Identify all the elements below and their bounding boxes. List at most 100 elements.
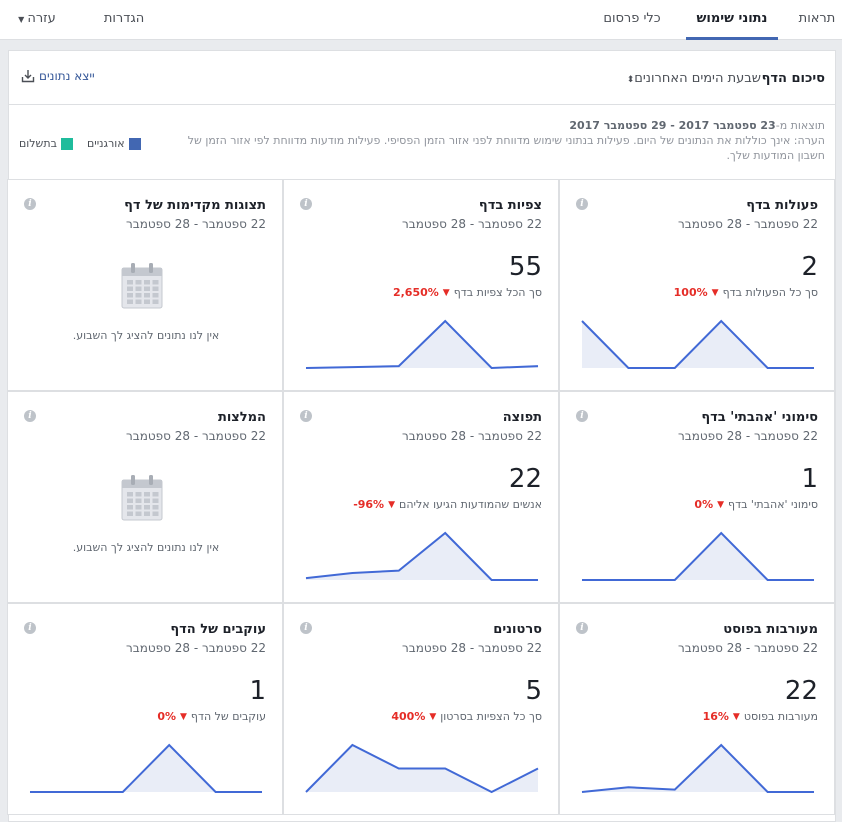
card-title: המלצות [217,410,266,425]
date-range-select[interactable]: שבעת הימים האחרונים⬍ [623,71,761,86]
info-icon[interactable]: i [24,410,36,422]
legend-paid-label: בתשלום [19,137,57,150]
legend-paid: בתשלום [19,137,73,150]
sparkline-chart [581,743,815,793]
metric-value: 1 [249,676,266,706]
info-icon[interactable]: i [300,410,312,422]
down-arrow-icon: ▼ [388,499,396,510]
card-date-range: 22 ספטמבר - 28 ספטמבר [401,641,542,655]
metric-value: 55 [508,252,542,282]
page-summary-title: סיכום הדף [761,71,825,86]
sparkline-line [581,743,814,793]
sort-arrows-icon: ⬍ [626,75,635,85]
no-data-message: אין לנו נתונים להציג לך השבוע. [72,329,220,342]
paid-swatch [60,137,73,150]
sparkline-chart [305,531,539,581]
card-title: סימוני 'אהבתי' בדף [701,410,818,425]
down-arrow-icon: ▼ [429,711,437,722]
no-data-message: אין לנו נתונים להציג לך השבוע. [72,541,220,554]
tab-help-label: עזרה [27,11,56,26]
card-date-range: 22 ספטמבר - 28 ספטמבר [677,217,818,231]
card-page-followers[interactable]: עוקבים של הדף 22 ספטמבר - 28 ספטמבר i 1 עוקב… [7,603,283,815]
legend-organic-label: אורגניים [86,137,125,150]
info-icon[interactable]: i [24,622,36,634]
tab-settings[interactable]: הגדרות [103,11,145,26]
metric-change-line: סך הכל צפיות בדף ▼ 2,650% [393,286,542,299]
change-percent: -96% [353,498,385,511]
card-title: סרטונים [493,622,542,637]
down-arrow-icon: ▼ [711,287,719,298]
sparkline-chart [305,743,539,794]
top-navigation: תראות נתוני שימוש כלי פרסום הגדרות עזרה▼ [0,0,842,40]
metric-sub-label: סך כל הפעולות בדף [722,286,818,299]
info-icon[interactable]: i [576,198,588,210]
card-title: תפוצה [502,410,542,425]
tab-notifications[interactable]: תראות [798,11,836,26]
card-date-range: 22 ספטמבר - 28 ספטמבר [677,641,818,655]
card-page-actions[interactable]: פעולות בדף 22 ספטמבר - 28 ספטמבר i 2 סך כל ה… [559,179,835,391]
tab-help[interactable]: עזרה▼ [12,0,62,40]
metric-sub-label: סך הכל צפיות בדף [453,286,542,299]
metric-value: 5 [525,676,542,706]
card-page-views[interactable]: צפיות בדף 22 ספטמבר - 28 ספטמבר i 55 סך הכל … [283,179,559,391]
tab-insights[interactable]: נתוני שימוש [686,0,778,40]
card-recommendations[interactable]: המלצות 22 ספטמבר - 28 ספטמבר i אין לנו נתונ… [7,391,283,603]
change-percent: 16% [702,710,729,723]
metric-change-line: סימוני 'אהבתי' בדף ▼ 0% [694,498,818,511]
export-icon [21,70,35,83]
card-page-likes[interactable]: סימוני 'אהבתי' בדף 22 ספטמבר - 28 ספטמבר i… [559,391,835,603]
sparkline-area [306,533,538,580]
down-arrow-icon: ▼ [442,287,450,298]
info-icon[interactable]: i [24,198,36,210]
export-data-button[interactable]: ייצא נתונים [21,69,95,83]
card-title: פעולות בדף [746,198,818,213]
card-title: מעורבות בפוסט [723,622,818,637]
metric-sub-label: סך כל הצפיות בסרטון [440,710,542,723]
info-icon[interactable]: i [300,622,312,634]
metric-value: 2 [801,252,818,282]
card-date-range: 22 ספטמבר - 28 ספטמבר [401,429,542,443]
card-reach[interactable]: תפוצה 22 ספטמבר - 28 ספטמבר i 22 אנשים שהמוד… [283,391,559,603]
metric-sub-label: מעורבות בפוסט [743,710,818,723]
sparkline-chart [581,319,815,369]
metric-sub-label: עוקבים של הדף [190,710,266,723]
legend: אורגניים בתשלום [19,137,141,150]
down-arrow-icon: ▼ [717,499,725,510]
sparkline-line [305,319,539,370]
card-date-range: 22 ספטמבר - 28 ספטמבר [125,641,266,655]
card-post-engagement[interactable]: מעורבות בפוסט 22 ספטמבר - 28 ספטמבר i 22 מעו… [559,603,835,815]
card-date-range: 22 ספטמבר - 28 ספטמבר [677,429,818,443]
metric-sub-label: אנשים שהמודעות הגיעו אליהם [399,498,542,511]
results-info: תוצאות מ-23 ספטמבר 2017 - 29 ספטמבר 2017… [185,118,825,163]
date-range-label: שבעת הימים האחרונים [634,71,761,86]
change-percent: 100% [673,286,708,299]
sparkline-line [581,319,814,369]
down-arrow-icon: ▼ [732,711,740,722]
sparkline-line [30,743,262,793]
results-dates: 23 ספטמבר 2017 - 29 ספטמבר 2017 [569,119,776,132]
change-percent: 2,650% [392,286,439,299]
metric-change-line: סך כל הצפיות בסרטון ▼ 400% [391,710,542,723]
card-title: צפיות בדף [478,198,542,213]
organic-swatch [128,137,141,150]
calendar-icon [121,475,163,521]
card-title: עוקבים של הדף [170,622,266,637]
card-videos[interactable]: סרטונים 22 ספטמבר - 28 ספטמבר i 5 סך כל הצפי… [283,603,559,815]
down-arrow-icon: ▼ [180,711,187,722]
sparkline-chart [29,743,263,793]
card-title: תצוגות מקדימות של דף [124,198,266,213]
legend-organic: אורגניים [87,137,141,150]
results-prefix: תוצאות מ- [775,119,825,132]
data-note: הערה: אינך כוללות את הנתונים של היום. פע… [187,134,825,162]
metric-change-line: עוקבים של הדף ▼ 0% [157,710,266,723]
sparkline-line [305,743,539,794]
card-page-previews[interactable]: תצוגות מקדימות של דף 22 ספטמבר - 28 ספטמב… [7,179,283,391]
info-icon[interactable]: i [576,622,588,634]
change-percent: 400% [391,710,426,723]
metric-change-line: אנשים שהמודעות הגיעו אליהם ▼ -96% [353,498,542,511]
info-icon[interactable]: i [576,410,588,422]
metric-change-line: סך כל הפעולות בדף ▼ 100% [674,286,818,299]
info-icon[interactable]: i [300,198,312,210]
metric-value: 22 [784,676,818,706]
tab-publishing-tools[interactable]: כלי פרסום [603,11,661,26]
